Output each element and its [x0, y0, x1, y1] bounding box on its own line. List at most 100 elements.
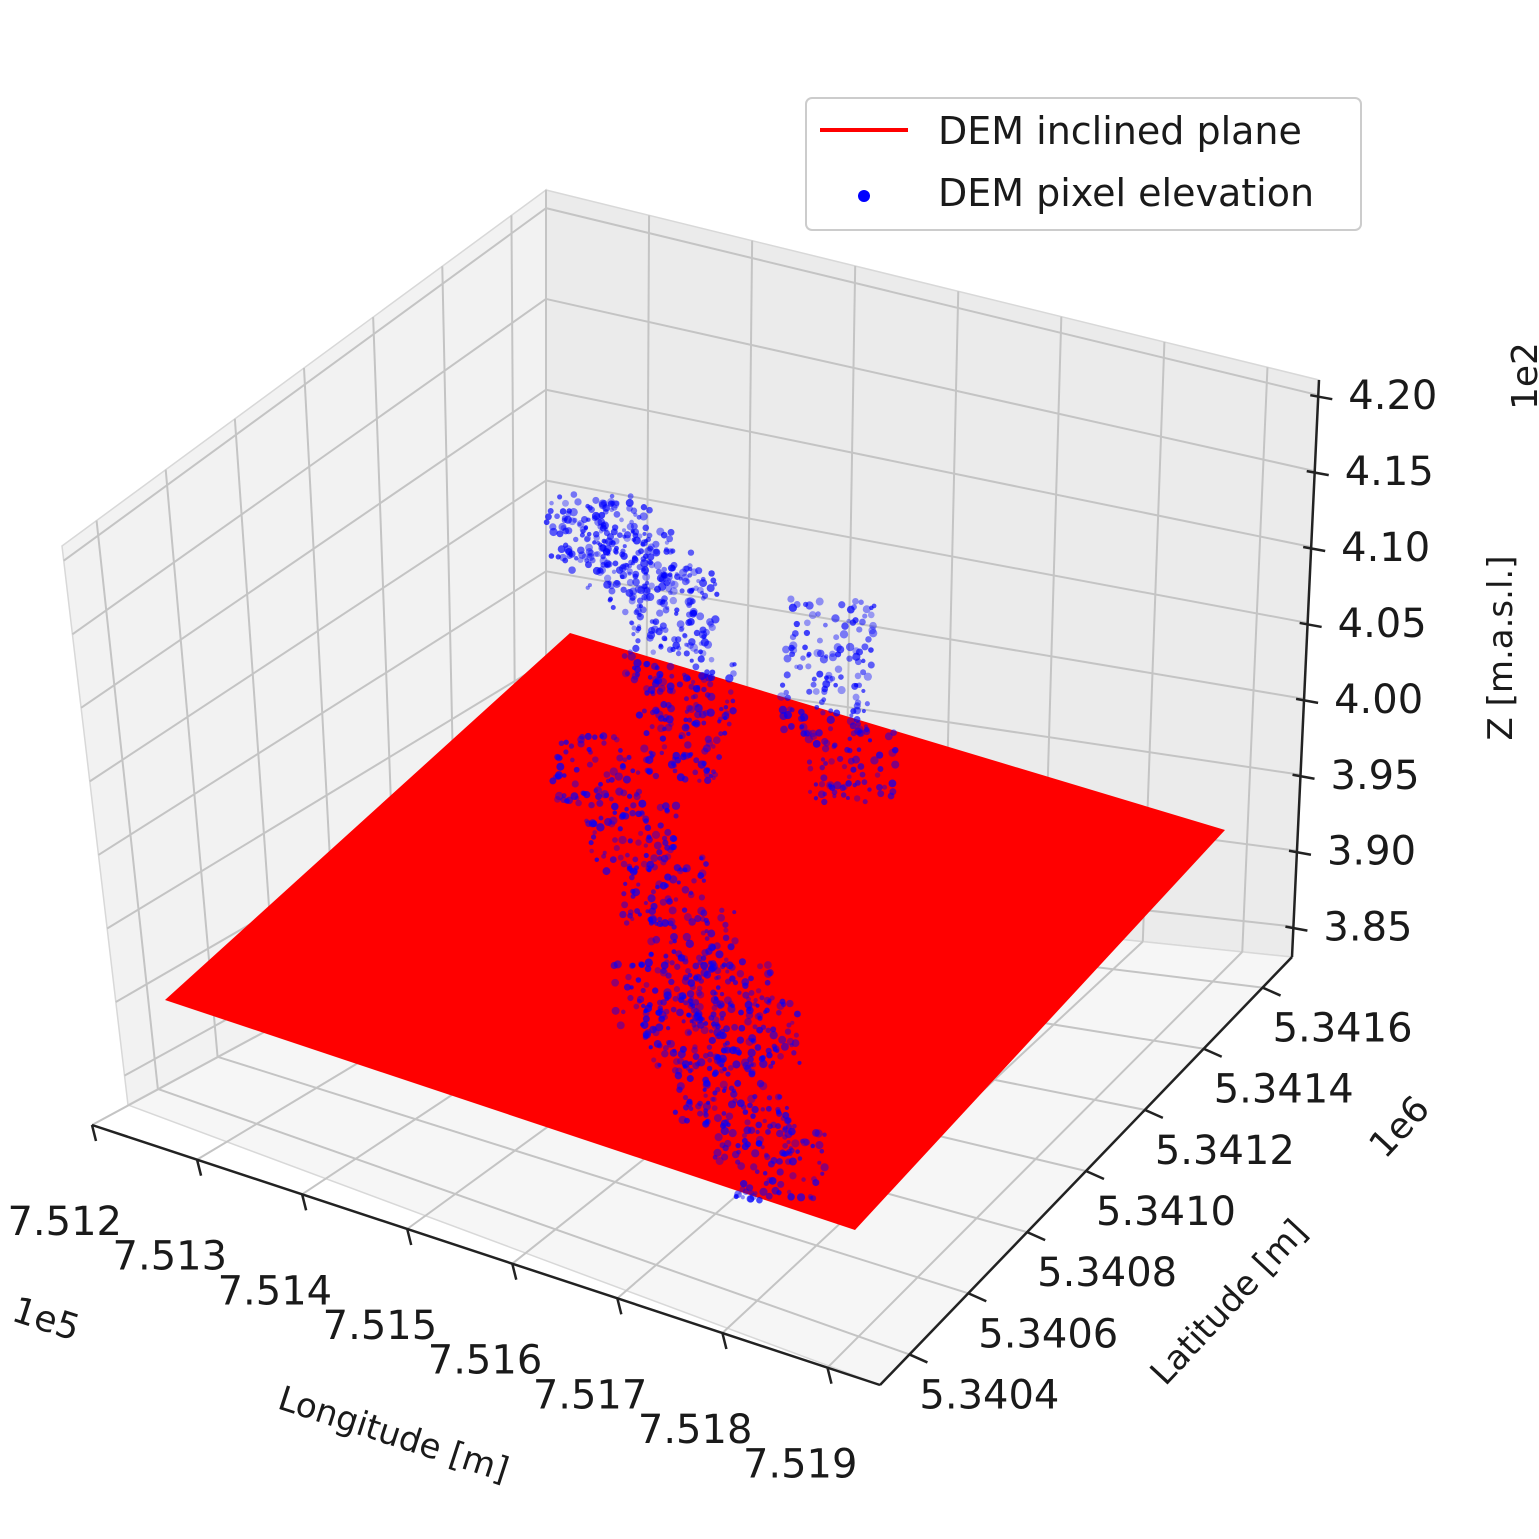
dem-pixel-point — [819, 1148, 825, 1154]
dem-pixel-point — [667, 704, 675, 713]
dem-pixel-point — [660, 999, 667, 1006]
dem-pixel-point — [643, 730, 650, 737]
dem-pixel-point — [788, 1157, 797, 1166]
dem-pixel-point — [664, 853, 672, 860]
dem-pixel-point — [747, 1056, 754, 1063]
dem-pixel-point — [661, 1050, 669, 1058]
dem-pixel-point — [845, 795, 850, 800]
dem-pixel-point — [703, 1021, 709, 1026]
dem-pixel-point — [608, 820, 616, 828]
dem-pixel-point — [670, 843, 677, 851]
dem-pixel-point — [672, 995, 679, 1002]
dem-pixel-point — [643, 818, 649, 824]
dem-pixel-point — [812, 1179, 820, 1187]
z-tick-label: 3.85 — [1323, 905, 1412, 951]
dem-pixel-point — [732, 662, 737, 667]
dem-pixel-point — [725, 1071, 731, 1077]
dem-pixel-point — [816, 670, 824, 678]
dem-pixel-point — [696, 985, 703, 992]
dem-pixel-point — [703, 744, 711, 753]
dem-pixel-point — [573, 766, 580, 773]
dem-pixel-point — [696, 684, 701, 690]
dem-pixel-point — [598, 566, 607, 574]
dem-pixel-point — [711, 1096, 717, 1102]
dem-pixel-point — [776, 1009, 782, 1016]
dem-pixel-point — [698, 710, 707, 719]
dem-pixel-point — [662, 839, 669, 846]
dem-pixel-point — [653, 561, 662, 570]
dem-pixel-point — [700, 968, 709, 977]
dem-pixel-point — [655, 568, 662, 575]
dem-pixel-point — [609, 816, 618, 825]
dem-pixel-point — [670, 548, 676, 554]
dem-pixel-point — [868, 626, 877, 635]
dem-pixel-point — [852, 693, 860, 701]
dem-pixel-point — [633, 793, 641, 801]
dem-pixel-point — [649, 1025, 657, 1034]
dem-pixel-point — [561, 517, 568, 524]
dem-pixel-point — [673, 1058, 680, 1066]
dem-pixel-point — [684, 597, 693, 606]
dem-pixel-point — [686, 990, 695, 998]
dem-pixel-point — [616, 1021, 625, 1030]
dem-pixel-point — [663, 548, 670, 555]
dem-pixel-point — [735, 1143, 741, 1149]
dem-pixel-point — [686, 1012, 691, 1018]
dem-pixel-point — [850, 730, 857, 737]
dem-pixel-point — [630, 530, 635, 535]
dem-pixel-point — [732, 910, 737, 915]
dem-pixel-point — [634, 865, 640, 871]
dem-pixel-point — [676, 773, 685, 782]
dem-pixel-point — [765, 1105, 772, 1112]
dem-pixel-point — [891, 760, 900, 769]
dem-pixel-point — [853, 795, 861, 802]
dem-pixel-point — [685, 578, 691, 584]
dem-pixel-point — [597, 542, 603, 547]
dem-pixel-point — [847, 736, 852, 742]
y-offset-label: 1e6 — [1362, 1088, 1438, 1166]
dem-pixel-point — [699, 916, 706, 922]
dem-pixel-point — [816, 637, 823, 644]
dem-pixel-point — [717, 1059, 725, 1067]
dem-pixel-point — [565, 527, 573, 535]
dem-pixel-point — [793, 1010, 801, 1018]
dem-pixel-point — [622, 775, 631, 784]
dem-pixel-point — [869, 605, 874, 611]
dem-pixel-point — [764, 1154, 771, 1161]
dem-pixel-point — [869, 621, 877, 630]
z-tick-label: 4.00 — [1334, 677, 1423, 723]
dem-pixel-point — [549, 527, 558, 537]
dem-pixel-point — [701, 878, 707, 883]
dem-pixel-point — [707, 1051, 714, 1058]
dem-pixel-point — [665, 584, 673, 592]
legend-box — [805, 97, 1362, 231]
dem-pixel-point — [788, 603, 798, 612]
dem-pixel-point — [586, 531, 592, 537]
dem-pixel-point — [812, 739, 821, 748]
dem-pixel-point — [733, 1194, 739, 1200]
dem-pixel-point — [815, 1141, 824, 1150]
dem-pixel-point — [573, 536, 579, 543]
dem-pixel-point — [621, 891, 627, 897]
dem-pixel-point — [834, 651, 842, 658]
dem-pixel-point — [660, 859, 667, 866]
dem-pixel-point — [629, 594, 636, 601]
dem-pixel-point — [683, 717, 689, 723]
dem-pixel-point — [704, 936, 710, 941]
dem-pixel-point — [798, 715, 806, 723]
dem-pixel-point — [817, 1160, 822, 1165]
dem-pixel-point — [638, 799, 647, 808]
dem-pixel-point — [865, 636, 872, 643]
dem-pixel-point — [630, 888, 636, 895]
dem-pixel-point — [867, 611, 875, 619]
dem-pixel-point — [690, 694, 696, 700]
dem-pixel-point — [625, 852, 630, 858]
dem-pixel-point — [562, 542, 569, 548]
dem-pixel-point — [555, 554, 561, 560]
dem-pixel-point — [764, 1007, 770, 1014]
dem-pixel-point — [654, 676, 663, 685]
dem-pixel-point — [876, 783, 883, 791]
z-tick-mark — [1295, 697, 1319, 705]
dem-pixel-point — [643, 900, 648, 906]
dem-pixel-point — [674, 963, 681, 970]
